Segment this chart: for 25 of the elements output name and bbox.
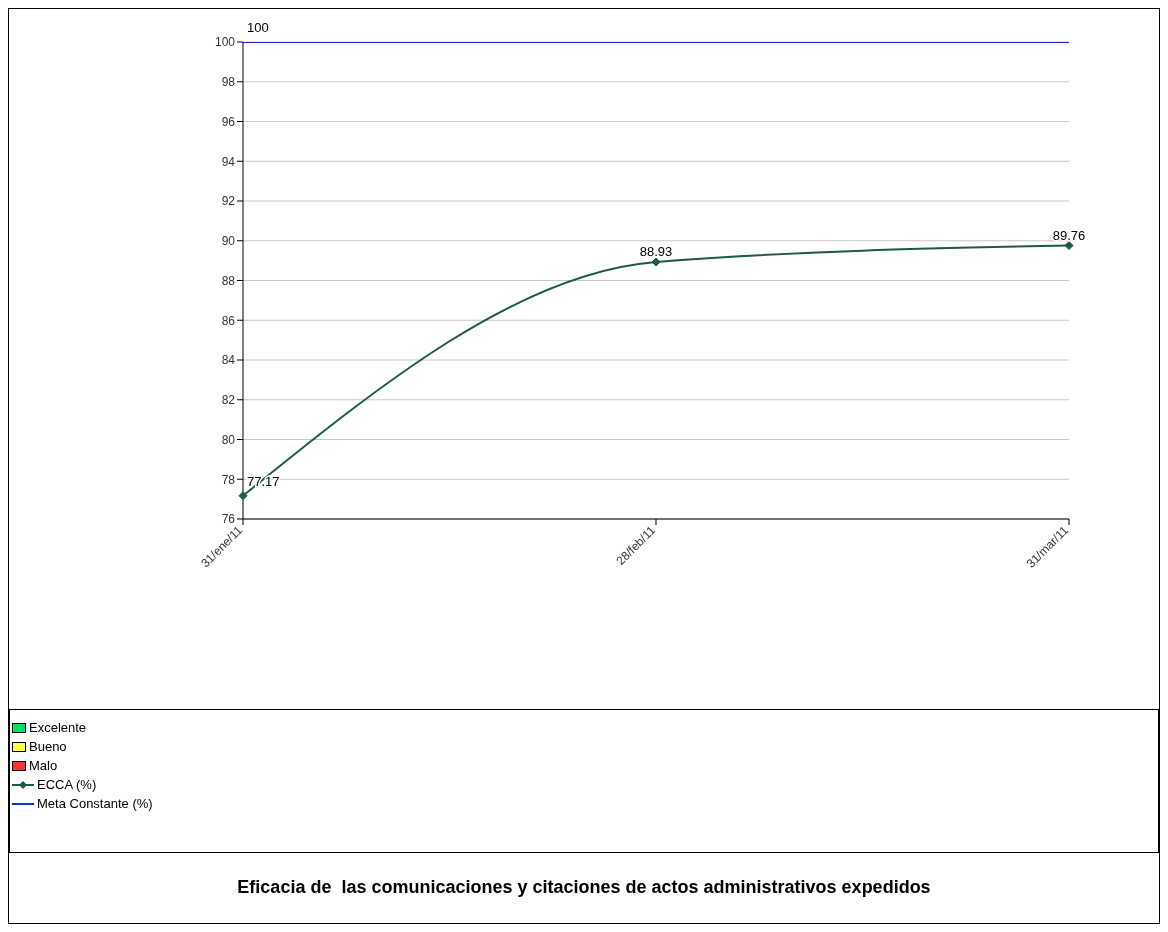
y-tick-label: 78 — [221, 472, 236, 487]
y-tick-label: 82 — [221, 393, 236, 408]
y-tick-label: 88 — [221, 273, 236, 288]
y-tick-label: 92 — [221, 194, 236, 209]
y-tick-label: 84 — [221, 353, 236, 368]
legend-label: ECCA (%) — [37, 777, 97, 792]
legend-label: Excelente — [29, 720, 87, 735]
y-tick-label: 94 — [221, 154, 236, 169]
data-label: 88.93 — [639, 244, 673, 260]
point — [1064, 241, 1074, 251]
y-tick-label: 90 — [221, 234, 236, 249]
legend-label: Meta Constante (%) — [37, 796, 153, 811]
text: Eficacia de las comunicaciones y citaciones de actos administrativos expedidos — [236, 877, 932, 898]
legend-label: Malo — [29, 758, 58, 773]
y-tick-label: 96 — [221, 114, 236, 129]
y-tick-label: 80 — [221, 432, 236, 447]
point — [651, 257, 661, 267]
y-tick-label: 76 — [221, 512, 236, 527]
y-tick-label: 98 — [221, 75, 236, 90]
y-tick-label: 100 — [214, 35, 236, 50]
point — [238, 491, 248, 501]
y-tick-label: 86 — [221, 313, 236, 328]
data-label: 100 — [247, 20, 269, 35]
data-label: 89.76 — [1052, 227, 1086, 243]
legend-label: Bueno — [29, 739, 67, 754]
